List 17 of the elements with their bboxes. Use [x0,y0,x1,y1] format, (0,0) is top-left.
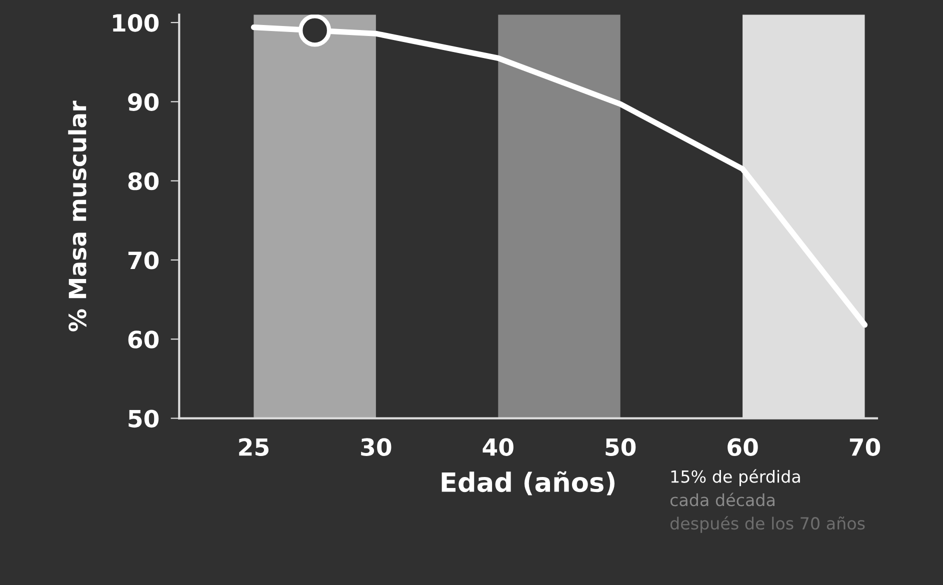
y-tick-label: 80 [128,172,159,190]
y-tick-label: 60 [128,330,159,348]
y-tick-label: 50 [128,410,159,428]
text: cada década [670,492,774,506]
y-tick-label: 90 [128,93,159,111]
x-tick-label: 25 [239,438,268,456]
text: después de los 70 años [670,516,865,533]
x-tick-label: 50 [606,438,636,456]
x-tick-label: 70 [850,438,880,456]
text: 15% de pérdida [671,469,800,486]
x-tick-label: 30 [361,438,392,456]
y-tick-label: 100 [113,14,159,32]
x-tick-label: 60 [728,438,758,456]
y-tick-label: 70 [128,251,159,270]
x-tick-label: 40 [482,438,514,456]
x-axis-title: Edad (años) [442,471,614,496]
y-axis-title: % Masa muscular [68,100,86,332]
